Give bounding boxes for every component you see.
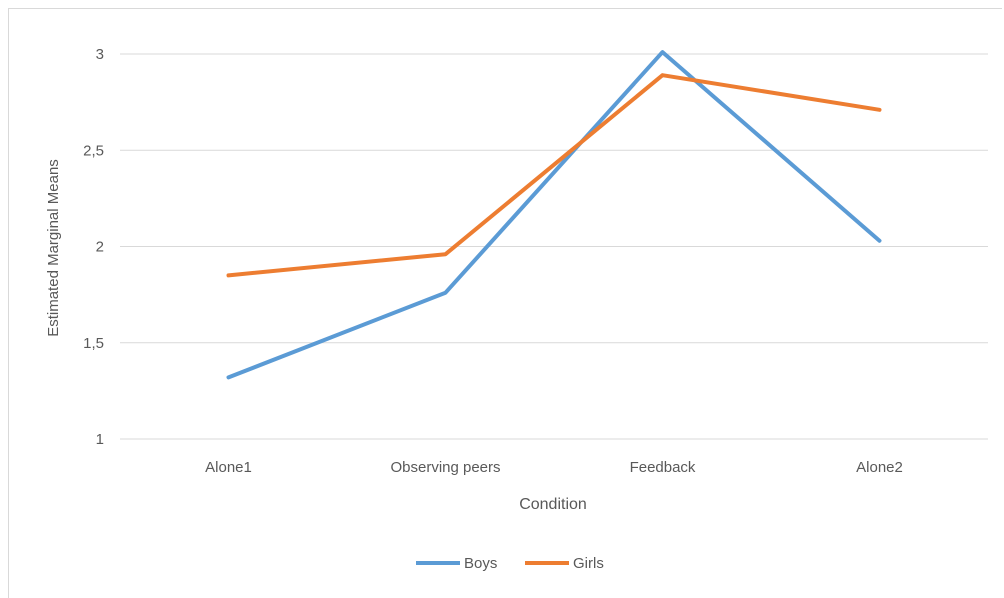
legend: Boys Girls (416, 555, 604, 572)
series-line-boys (229, 52, 880, 377)
x-axis-label: Condition (519, 496, 587, 513)
y-tick-label: 2,5 (83, 142, 104, 159)
x-tick-label: Alone2 (856, 459, 903, 476)
legend-label: Boys (464, 555, 497, 572)
gridlines (120, 54, 988, 439)
series-lines (228, 52, 879, 378)
y-tick-label: 2 (96, 239, 104, 256)
x-tick-label: Observing peers (390, 459, 500, 476)
y-tick-label: 1,5 (83, 335, 104, 352)
y-tick-label: 3 (96, 46, 104, 63)
x-tick-label: Feedback (630, 459, 696, 476)
x-tick-label: Alone1 (205, 459, 252, 476)
y-tick-label: 1 (96, 431, 104, 448)
x-axis-ticks: Alone1 Observing peers Feedback Alone2 (205, 459, 903, 476)
y-axis-ticks: 1 1,5 2 2,5 3 (83, 46, 104, 448)
legend-label: Girls (573, 555, 604, 572)
y-axis-label: Estimated Marginal Means (45, 159, 62, 337)
